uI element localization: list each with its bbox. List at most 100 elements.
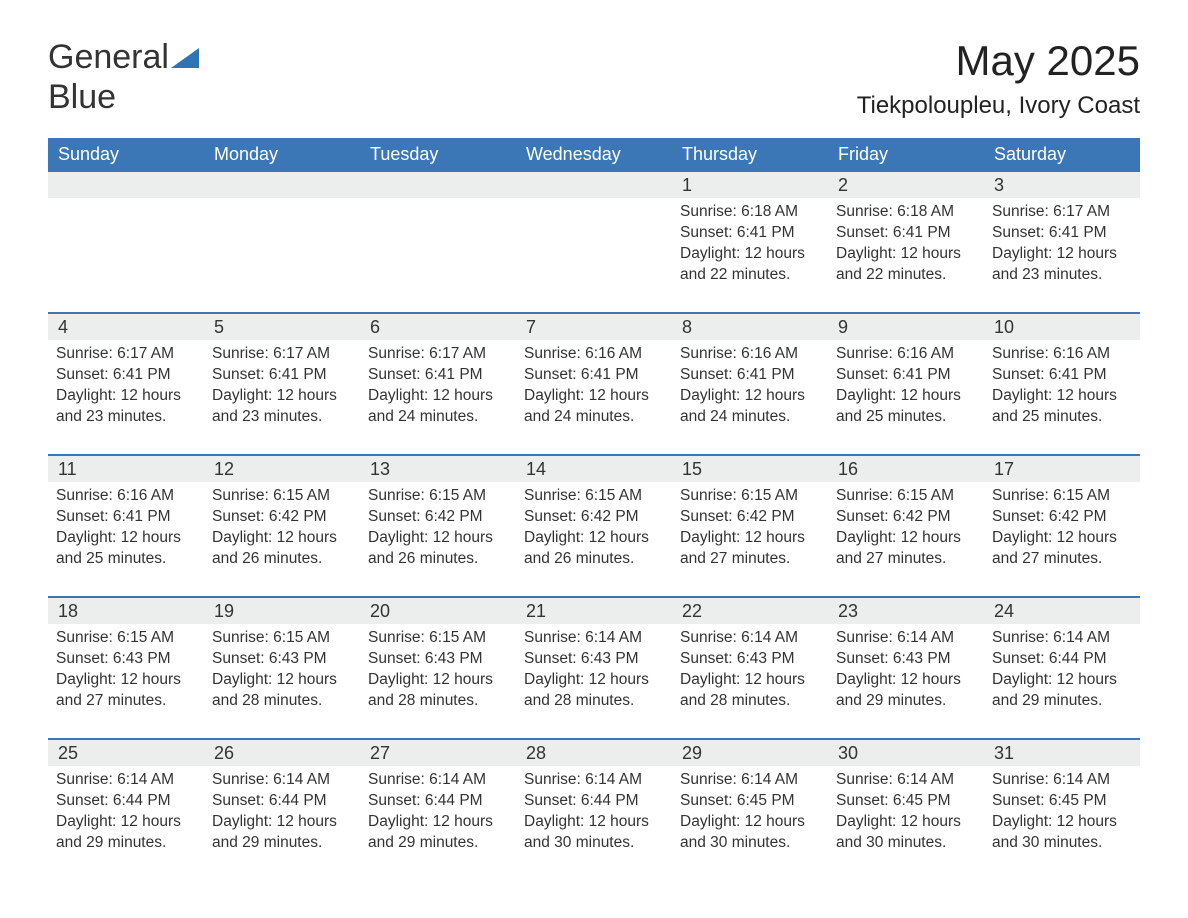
daylight-line-2: and 29 minutes.: [836, 691, 976, 712]
sunrise-line: Sunrise: 6:14 AM: [680, 628, 820, 649]
day-detail: Sunrise: 6:14 AMSunset: 6:43 PMDaylight:…: [524, 628, 664, 712]
day-cell: 7 Sunrise: 6:16 AMSunset: 6:41 PMDaylight…: [516, 314, 672, 442]
day-number: 15: [672, 456, 828, 482]
daylight-line-2: and 27 minutes.: [836, 549, 976, 570]
sunset-line: Sunset: 6:42 PM: [992, 507, 1132, 528]
daylight-line-2: and 30 minutes.: [992, 833, 1132, 854]
day-detail: Sunrise: 6:14 AMSunset: 6:43 PMDaylight:…: [836, 628, 976, 712]
day-cell: 2 Sunrise: 6:18 AMSunset: 6:41 PMDaylight…: [828, 172, 984, 300]
brand-triangle-icon: [171, 40, 199, 74]
day-cell: 11 Sunrise: 6:16 AMSunset: 6:41 PMDayligh…: [48, 456, 204, 584]
daylight-line-2: and 22 minutes.: [836, 265, 976, 286]
sunrise-line: Sunrise: 6:17 AM: [368, 344, 508, 365]
daylight-line-1: Daylight: 12 hours: [992, 812, 1132, 833]
header-row: General May 2025 Tiekpoloupleu, Ivory Co…: [48, 40, 1140, 120]
sunrise-line: Sunrise: 6:15 AM: [836, 486, 976, 507]
daylight-line-1: Daylight: 12 hours: [680, 244, 820, 265]
page-title: May 2025: [857, 40, 1140, 82]
daylight-line-1: Daylight: 12 hours: [680, 386, 820, 407]
daylight-line-2: and 30 minutes.: [680, 833, 820, 854]
sunset-line: Sunset: 6:44 PM: [524, 791, 664, 812]
daylight-line-2: and 28 minutes.: [524, 691, 664, 712]
day-detail: Sunrise: 6:15 AMSunset: 6:43 PMDaylight:…: [212, 628, 352, 712]
daylight-line-1: Daylight: 12 hours: [836, 528, 976, 549]
daylight-line-1: Daylight: 12 hours: [56, 812, 196, 833]
calendar-week: 11 Sunrise: 6:16 AMSunset: 6:41 PMDayligh…: [48, 454, 1140, 584]
daylight-line-1: Daylight: 12 hours: [680, 670, 820, 691]
daylight-line-2: and 25 minutes.: [56, 549, 196, 570]
day-number: 10: [984, 314, 1140, 340]
sunrise-line: Sunrise: 6:14 AM: [56, 770, 196, 791]
sunrise-line: Sunrise: 6:16 AM: [524, 344, 664, 365]
sunrise-line: Sunrise: 6:16 AM: [680, 344, 820, 365]
day-number: 5: [204, 314, 360, 340]
sunrise-line: Sunrise: 6:15 AM: [368, 628, 508, 649]
daylight-line-2: and 28 minutes.: [212, 691, 352, 712]
daylight-line-1: Daylight: 12 hours: [212, 386, 352, 407]
day-detail: Sunrise: 6:18 AMSunset: 6:41 PMDaylight:…: [836, 202, 976, 286]
day-number: 25: [48, 740, 204, 766]
day-detail: Sunrise: 6:15 AMSunset: 6:42 PMDaylight:…: [680, 486, 820, 570]
sunrise-line: Sunrise: 6:16 AM: [992, 344, 1132, 365]
day-number: 7: [516, 314, 672, 340]
day-number: 27: [360, 740, 516, 766]
sunset-line: Sunset: 6:41 PM: [836, 365, 976, 386]
weekday-header: Thursday: [672, 138, 828, 172]
daylight-line-2: and 28 minutes.: [680, 691, 820, 712]
daylight-line-1: Daylight: 12 hours: [524, 386, 664, 407]
sunset-line: Sunset: 6:42 PM: [212, 507, 352, 528]
day-number: 30: [828, 740, 984, 766]
sunset-line: Sunset: 6:41 PM: [680, 223, 820, 244]
day-number: 2: [828, 172, 984, 198]
day-detail: Sunrise: 6:16 AMSunset: 6:41 PMDaylight:…: [680, 344, 820, 428]
sunrise-line: Sunrise: 6:16 AM: [836, 344, 976, 365]
daylight-line-2: and 22 minutes.: [680, 265, 820, 286]
sunrise-line: Sunrise: 6:14 AM: [368, 770, 508, 791]
daylight-line-2: and 30 minutes.: [836, 833, 976, 854]
sunset-line: Sunset: 6:42 PM: [368, 507, 508, 528]
sunrise-line: Sunrise: 6:14 AM: [524, 770, 664, 791]
day-number: 16: [828, 456, 984, 482]
daylight-line-1: Daylight: 12 hours: [524, 528, 664, 549]
daylight-line-2: and 29 minutes.: [368, 833, 508, 854]
day-cell: 31Sunrise: 6:14 AMSunset: 6:45 PMDayligh…: [984, 740, 1140, 868]
sunrise-line: Sunrise: 6:15 AM: [212, 486, 352, 507]
weekday-header: Monday: [204, 138, 360, 172]
daylight-line-1: Daylight: 12 hours: [212, 670, 352, 691]
day-detail: Sunrise: 6:17 AMSunset: 6:41 PMDaylight:…: [368, 344, 508, 428]
daylight-line-1: Daylight: 12 hours: [992, 386, 1132, 407]
day-number: 23: [828, 598, 984, 624]
sunrise-line: Sunrise: 6:15 AM: [368, 486, 508, 507]
sunset-line: Sunset: 6:44 PM: [992, 649, 1132, 670]
day-cell: 12Sunrise: 6:15 AMSunset: 6:42 PMDayligh…: [204, 456, 360, 584]
day-number: 24: [984, 598, 1140, 624]
day-number: 21: [516, 598, 672, 624]
day-detail: Sunrise: 6:14 AMSunset: 6:45 PMDaylight:…: [680, 770, 820, 854]
sunrise-line: Sunrise: 6:14 AM: [836, 628, 976, 649]
sunrise-line: Sunrise: 6:18 AM: [680, 202, 820, 223]
day-number: 3: [984, 172, 1140, 198]
calendar-week: 1Sunrise: 6:18 AMSunset: 6:41 PMDaylight…: [48, 172, 1140, 300]
day-detail: Sunrise: 6:14 AMSunset: 6:45 PMDaylight:…: [992, 770, 1132, 854]
day-cell: 28Sunrise: 6:14 AMSunset: 6:44 PMDayligh…: [516, 740, 672, 868]
brand-logo: General: [48, 40, 199, 74]
sunset-line: Sunset: 6:41 PM: [836, 223, 976, 244]
day-cell: 17Sunrise: 6:15 AMSunset: 6:42 PMDayligh…: [984, 456, 1140, 584]
day-cell: 1Sunrise: 6:18 AMSunset: 6:41 PMDaylight…: [672, 172, 828, 300]
sunset-line: Sunset: 6:41 PM: [524, 365, 664, 386]
day-detail: Sunrise: 6:17 AMSunset: 6:41 PMDaylight:…: [56, 344, 196, 428]
sunrise-line: Sunrise: 6:14 AM: [524, 628, 664, 649]
day-cell: 27 Sunrise: 6:14 AMSunset: 6:44 PMDayligh…: [360, 740, 516, 868]
daylight-line-2: and 30 minutes.: [524, 833, 664, 854]
day-detail: Sunrise: 6:16 AMSunset: 6:41 PMDaylight:…: [56, 486, 196, 570]
sunset-line: Sunset: 6:41 PM: [56, 365, 196, 386]
day-detail: Sunrise: 6:15 AMSunset: 6:42 PMDaylight:…: [212, 486, 352, 570]
day-number: 11: [48, 456, 204, 482]
day-detail: Sunrise: 6:14 AMSunset: 6:45 PMDaylight:…: [836, 770, 976, 854]
day-detail: Sunrise: 6:14 AMSunset: 6:44 PMDaylight:…: [368, 770, 508, 854]
sunset-line: Sunset: 6:41 PM: [56, 507, 196, 528]
day-number: 8: [672, 314, 828, 340]
daylight-line-2: and 29 minutes.: [992, 691, 1132, 712]
brand-word-2-wrap: Blue: [48, 78, 116, 117]
brand-word-2: Blue: [48, 78, 116, 116]
